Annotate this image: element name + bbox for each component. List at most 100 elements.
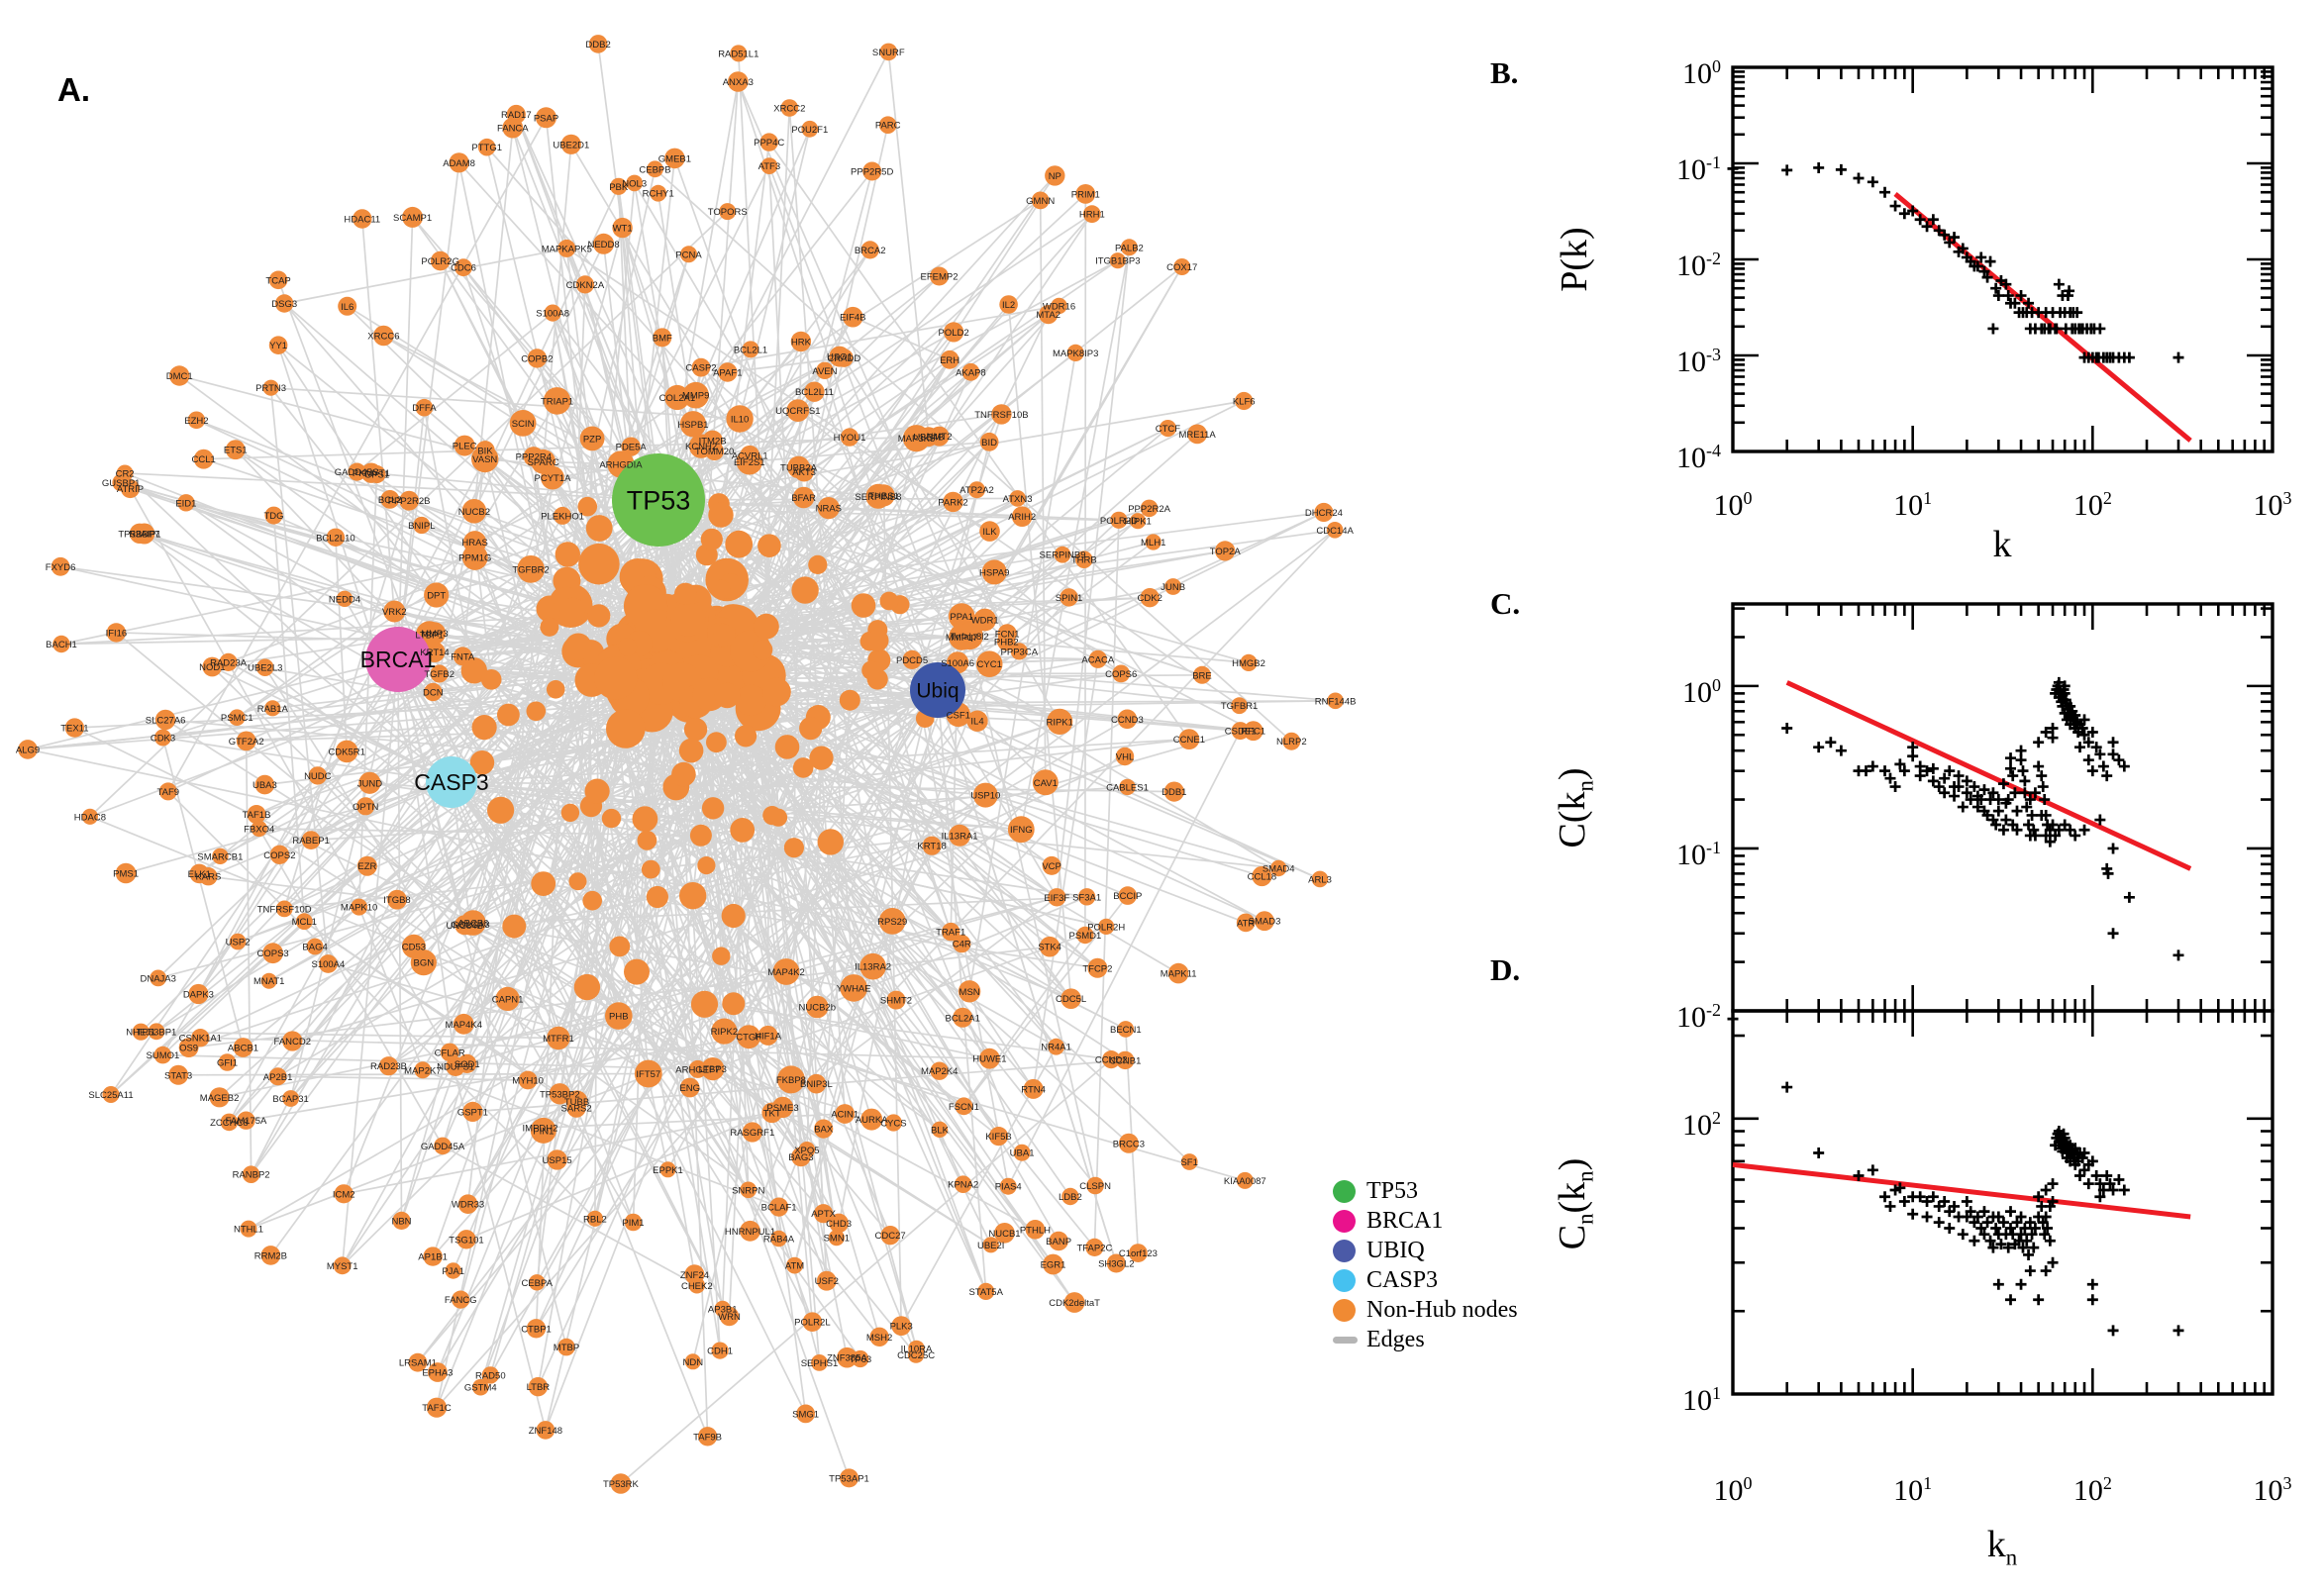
network-node: [930, 266, 949, 286]
network-node: [1010, 643, 1028, 660]
network-node: [981, 559, 1007, 585]
network-node: [828, 1230, 845, 1247]
network-node: [975, 650, 1003, 677]
data-point-marker: [2044, 836, 2056, 848]
network-node: [461, 499, 487, 524]
data-point-marker: [2064, 285, 2075, 297]
network-node-label: TAF9B: [693, 1432, 722, 1443]
network-node: [423, 622, 447, 645]
network-node: [134, 523, 155, 545]
network-node-label: HDAC11: [344, 215, 380, 226]
network-node-label: SOD1: [454, 1059, 480, 1070]
network-node: [1173, 258, 1191, 275]
network-node: [1187, 424, 1207, 445]
network-node: [806, 1073, 827, 1094]
data-point-marker: [1992, 290, 2004, 302]
network-node-label: POLR2G: [421, 256, 459, 267]
network-node-label: CTCF: [1156, 424, 1181, 435]
network-node: [817, 496, 840, 520]
data-point-marker: [2029, 1222, 2041, 1234]
network-node-label: ACACA: [1081, 654, 1114, 665]
network-node-label: FKBP8: [776, 1075, 806, 1086]
network-node-label: PSAP: [534, 113, 558, 124]
network-node: [452, 1290, 470, 1309]
network-node-label: PIN1: [533, 1126, 554, 1137]
network-node-label: BCL2: [378, 495, 402, 506]
network-edge: [277, 1075, 529, 1081]
network-node-label: CDK2: [1138, 593, 1162, 604]
network-node-label: RCHY1: [643, 189, 674, 200]
network-node-label: TGFBR1: [1221, 701, 1258, 712]
network-node: [1039, 305, 1059, 325]
network-node: [708, 502, 734, 528]
network-node: [487, 796, 515, 824]
network-edge: [514, 834, 960, 928]
network-node-label: AP3B1: [708, 1305, 738, 1316]
network-edge: [328, 962, 894, 1124]
network-node-label: YY1: [269, 341, 287, 351]
network-node: [866, 629, 889, 652]
network-edge: [714, 449, 1122, 675]
network-node-label: SLC27A6: [146, 715, 186, 726]
data-point-marker: [1981, 1217, 1993, 1229]
tick-label: 10-3: [1676, 345, 1721, 378]
network-node-label: IFI16: [106, 628, 128, 639]
network-node: [177, 494, 195, 512]
network-node: [260, 1246, 281, 1265]
network-node: [225, 440, 246, 460]
network-node: [191, 1029, 210, 1047]
data-point-marker: [2113, 1173, 2125, 1185]
network-node: [725, 530, 754, 558]
network-node: [247, 805, 266, 824]
network-node: [798, 1142, 816, 1158]
network-node: [1164, 578, 1182, 595]
data-point-marker: [1978, 265, 1990, 277]
tick-label: 10-1: [1676, 152, 1721, 186]
data-point-marker: [2040, 830, 2052, 842]
data-point-marker: [1927, 214, 1939, 226]
network-edge: [665, 441, 990, 470]
data-point-marker: [2078, 824, 2090, 836]
network-node: [456, 1230, 476, 1249]
hub-node-tp53: [612, 453, 705, 547]
network-node-label: RNF144B: [1315, 696, 1357, 707]
network-node-label: GUSBP1: [102, 478, 141, 489]
data-point-marker: [2107, 748, 2119, 760]
network-node: [428, 1362, 448, 1382]
network-node-label: CDK2deltaT: [1049, 1298, 1100, 1309]
data-point-marker: [2005, 1294, 2017, 1306]
network-node: [1098, 918, 1115, 936]
network-node-label: COL2A1: [659, 393, 695, 404]
network-edge: [347, 305, 659, 501]
network-node-label: CTBP1: [521, 1324, 552, 1335]
network-node-label: HMGB2: [1232, 658, 1265, 669]
network-edge: [657, 499, 962, 618]
network-node-label: CASP2: [685, 363, 716, 374]
network-node-label: KCNH2: [685, 442, 717, 452]
network-node: [740, 1181, 757, 1199]
network-node: [626, 174, 643, 192]
legend-node-swatch: [1333, 1209, 1356, 1233]
network-node-label: UNC84B: [446, 921, 483, 932]
network-node-label: RRM2B: [254, 1250, 287, 1261]
network-node: [275, 900, 293, 918]
network-node: [705, 442, 724, 461]
network-node: [954, 1175, 972, 1193]
data-point-marker: [2047, 1178, 2059, 1190]
data-point-marker: [1813, 1147, 1825, 1159]
network-node-label: BID: [981, 438, 997, 449]
network-edge: [515, 114, 728, 651]
network-node: [802, 1312, 823, 1332]
network-node: [1120, 239, 1138, 256]
network-node: [806, 995, 829, 1019]
network-node-label: IFNG: [1010, 825, 1033, 836]
legend-label: UBIQ: [1366, 1237, 1425, 1263]
network-node-label: IL10: [731, 415, 750, 426]
data-point-marker: [2070, 830, 2081, 842]
network-node: [697, 1427, 718, 1446]
network-edge: [27, 658, 399, 750]
data-point-marker: [1981, 809, 1993, 821]
network-node: [543, 387, 571, 415]
network-node: [977, 1282, 995, 1300]
